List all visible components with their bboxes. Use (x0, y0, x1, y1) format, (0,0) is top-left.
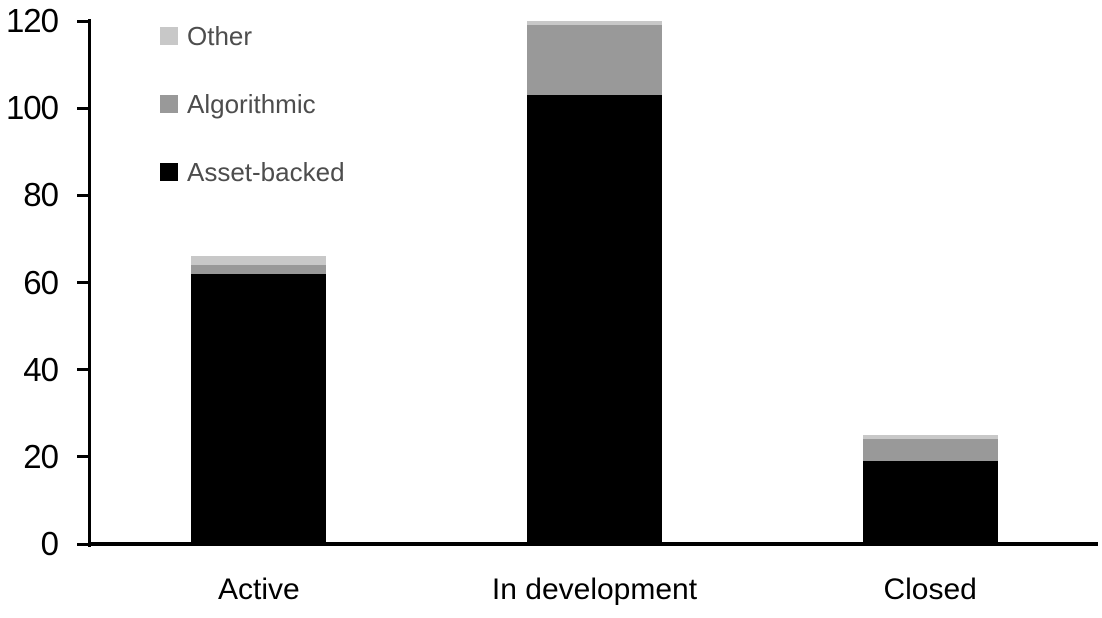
legend-item-algorithmic: Algorithmic (160, 89, 345, 119)
bar-segment-closed-algorithmic (862, 439, 998, 462)
legend-label-algorithmic: Algorithmic (187, 88, 316, 119)
y-axis-tick-label: 60 (23, 263, 59, 301)
y-axis-tick (77, 193, 89, 197)
y-axis-tick (77, 106, 89, 110)
y-axis-tick (77, 455, 89, 459)
y-axis-tick (77, 542, 89, 546)
legend-swatch-asset-backed (160, 163, 178, 181)
legend-label-asset-backed: Asset-backed (187, 156, 345, 187)
legend-swatch-other (160, 27, 178, 45)
legend-item-asset-backed: Asset-backed (160, 157, 345, 187)
bar-segment-in-development-asset-backed (527, 95, 662, 544)
y-axis-tick-label: 0 (40, 525, 59, 562)
bar-segment-in-development-other (527, 21, 662, 26)
y-axis-tick (77, 19, 89, 23)
legend-swatch-algorithmic (160, 95, 178, 113)
bar-segment-in-development-algorithmic (527, 25, 662, 96)
y-axis-tick (77, 281, 89, 284)
y-axis-tick-label: 100 (5, 89, 59, 127)
bar-segment-closed-asset-backed (862, 461, 998, 544)
y-axis-tick-label: 20 (23, 437, 59, 475)
legend-item-other: Other (160, 21, 345, 51)
y-axis-tick-label: 120 (5, 2, 59, 39)
bar-segment-active-algorithmic (191, 265, 327, 274)
bar-segment-active-asset-backed (191, 273, 327, 544)
y-axis-tick-label: 40 (23, 350, 59, 388)
x-axis-category-label: Active (217, 573, 300, 606)
x-axis-category-label: Closed (883, 573, 977, 606)
y-axis-tick-label: 80 (23, 176, 59, 214)
x-axis-category-label: In development (491, 573, 698, 606)
y-axis-line (88, 19, 91, 547)
bar-segment-closed-other (862, 435, 998, 440)
legend: Other Algorithmic Asset-backed (160, 21, 345, 231)
y-axis-tick (77, 368, 89, 372)
legend-label-other: Other (187, 20, 253, 51)
bar-segment-active-other (191, 256, 327, 266)
x-axis-line (88, 542, 1098, 546)
